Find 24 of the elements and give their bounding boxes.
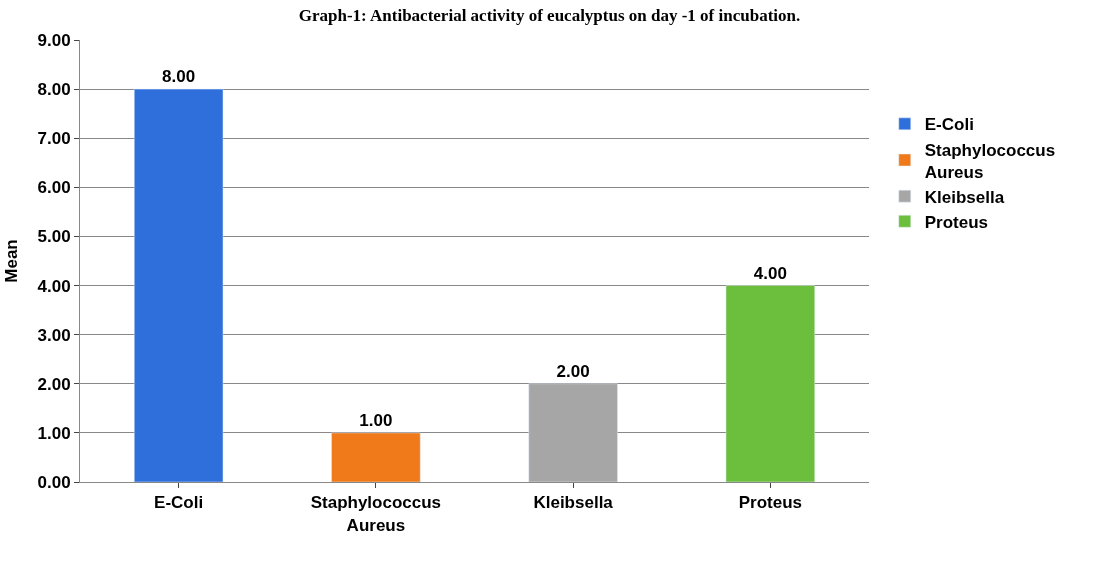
- data-label: 4.00: [753, 263, 787, 283]
- y-tick-label: 5.00: [37, 227, 71, 247]
- y-tick-label: 1.00: [37, 423, 71, 443]
- y-tick-label: 2.00: [37, 374, 71, 394]
- y-tick-label: 3.00: [37, 325, 71, 345]
- legend-label: E-Coli: [924, 115, 974, 135]
- x-tick-label: Proteus: [738, 493, 803, 513]
- legend-label: Proteus: [924, 212, 989, 232]
- y-axis-title: Mean: [2, 239, 22, 283]
- y-tick-label: 6.00: [37, 178, 71, 198]
- data-label: 2.00: [556, 361, 590, 381]
- data-label: 8.00: [162, 67, 196, 87]
- y-tick-label: 7.00: [37, 129, 71, 149]
- y-tick-label: 9.00: [37, 30, 71, 50]
- y-tick-label: 0.00: [37, 472, 71, 492]
- x-tick-label: Kleibsella: [533, 493, 614, 513]
- y-tick-label: 8.00: [37, 80, 71, 100]
- legend-label: Kleibsella: [924, 187, 1005, 207]
- x-tick-label: Staphylococcus Aureus: [310, 493, 442, 535]
- y-tick-label: 4.00: [37, 276, 71, 296]
- x-tick-label: E-Coli: [154, 493, 204, 513]
- chart-title: Graph-1: Antibacterial activity of eucalyptus on day -1 of incubation.: [298, 5, 801, 25]
- data-label: 1.00: [359, 410, 393, 430]
- legend-label: Staphylococcus Aureus: [924, 140, 1056, 182]
